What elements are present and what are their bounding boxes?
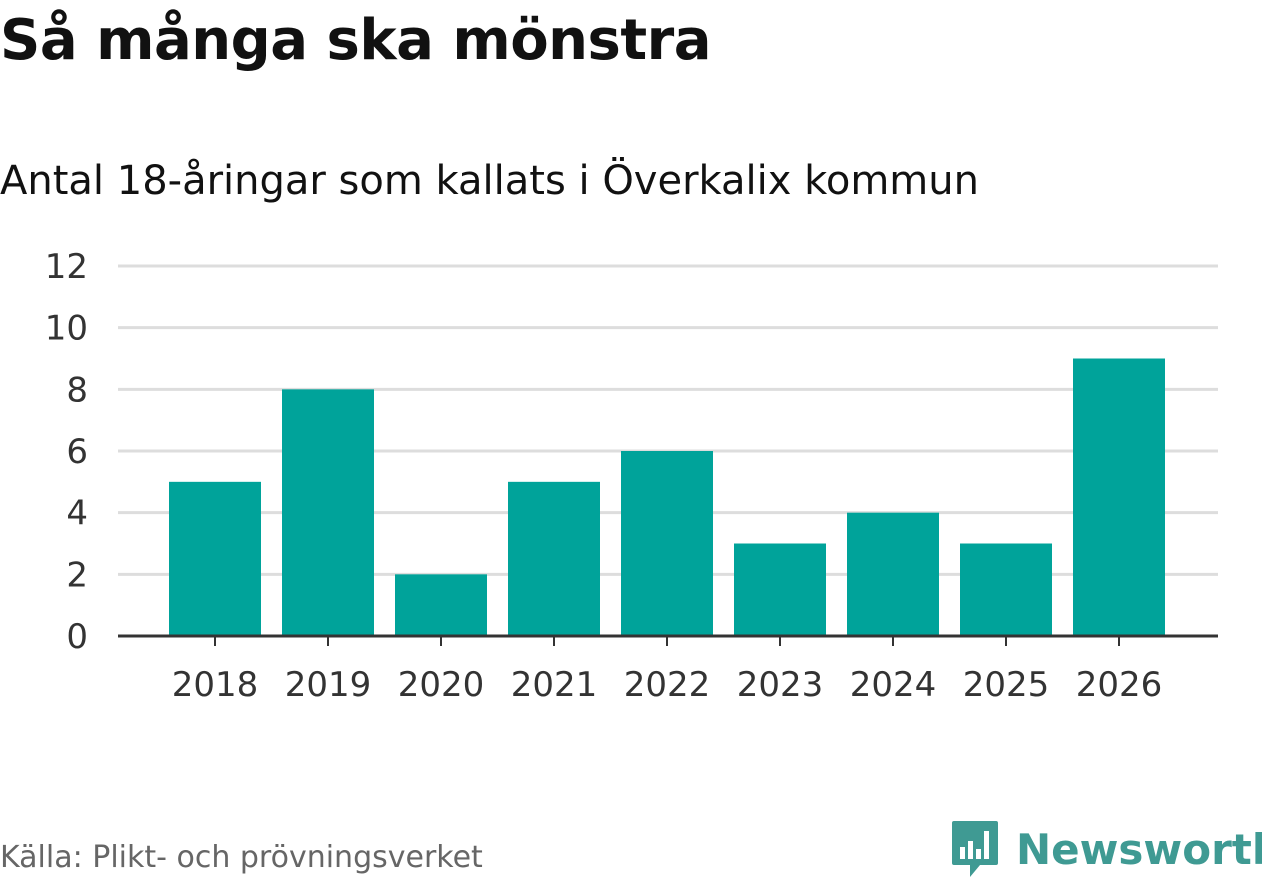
chart-title: Så många ska mönstra <box>0 8 712 73</box>
bar-2020 <box>395 574 487 636</box>
x-tick-label: 2018 <box>172 665 259 705</box>
y-tick-label: 2 <box>66 555 88 595</box>
bar-2022 <box>621 451 713 636</box>
bars <box>169 358 1165 636</box>
x-tick-label: 2019 <box>285 665 372 705</box>
source-note: Källa: Plikt- och prövningsverket <box>0 840 483 875</box>
x-tick-label: 2023 <box>737 665 824 705</box>
bar-2019 <box>282 389 374 636</box>
x-axis <box>118 634 1218 646</box>
bar-2025 <box>960 543 1052 636</box>
y-tick-label: 12 <box>45 247 88 287</box>
y-tick-label: 8 <box>66 370 88 410</box>
newsworthy-logo-icon <box>952 821 998 877</box>
y-tick-label: 4 <box>66 494 88 534</box>
x-axis-tick-labels: 2018 2019 2020 2021 2022 2023 2024 2025 2026 <box>172 665 1163 705</box>
bar-2023 <box>734 543 826 636</box>
y-tick-label: 0 <box>66 617 88 657</box>
brand-name: Newsworthy <box>1016 824 1262 874</box>
x-tick-label: 2025 <box>963 665 1050 705</box>
y-axis-tick-labels: 0 2 4 6 8 10 12 <box>45 247 88 657</box>
x-tick-label: 2021 <box>511 665 598 705</box>
x-tick-label: 2026 <box>1076 665 1163 705</box>
bar-2024 <box>847 512 939 636</box>
brand-logo: Newsworthy <box>950 818 1262 880</box>
bar-2021 <box>508 481 600 636</box>
x-tick-label: 2022 <box>624 665 711 705</box>
y-tick-label: 6 <box>66 432 88 472</box>
x-tick-label: 2024 <box>850 665 937 705</box>
chart-subtitle: Antal 18-åringar som kallats i Överkalix… <box>0 158 979 204</box>
bar-2026 <box>1073 358 1165 636</box>
y-tick-label: 10 <box>45 309 88 349</box>
x-tick-label: 2020 <box>398 665 485 705</box>
bar-2018 <box>169 481 261 636</box>
